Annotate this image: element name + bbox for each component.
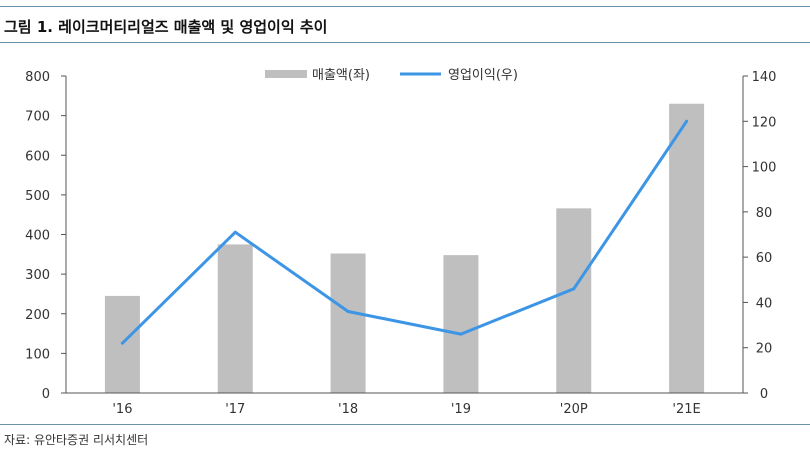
left-tick-label: 100 [25,347,50,362]
source-note: 자료: 유안타증권 리서치센터 [4,433,149,447]
bar-series [104,103,705,394]
x-tick-label: '16 [112,402,132,417]
x-axis: '16 '17 '18 '19 '20P '21E [66,392,743,417]
right-axis: 0 20 40 60 80 100 120 140 [742,70,777,402]
right-tick-label: 120 [752,115,777,130]
x-tick-label: '19 [451,402,471,417]
bar [443,255,479,393]
right-tick-label: 0 [760,387,768,402]
left-tick-label: 200 [25,308,50,323]
left-tick-label: 600 [25,149,50,164]
legend-bar-swatch [265,70,307,78]
legend: 매출액(좌) 영업이익(우) [265,68,518,83]
line-path [120,119,689,345]
line-point [685,119,689,123]
left-tick-label: 800 [25,70,50,85]
figure-title: 그림 1. 레이크머티리얼즈 매출액 및 영업이익 추이 [4,18,328,36]
left-tick-label: 0 [42,387,50,402]
left-tick-label: 500 [25,189,50,204]
legend-line-label: 영업이익(우) [448,68,518,83]
right-tick-label: 80 [756,206,773,221]
bar [330,253,366,393]
x-tick-label: '20P [560,402,588,417]
right-tick-label: 40 [756,296,773,311]
line-point [120,341,124,345]
legend-bar-label: 매출액(좌) [312,68,370,83]
line-point [346,309,350,313]
bar [556,208,592,393]
line-point [572,287,576,291]
x-tick-label: '18 [338,402,358,417]
line-point [459,332,463,336]
top-rule [0,6,810,7]
x-tick-label: '17 [225,402,245,417]
line-point [233,230,237,234]
right-tick-label: 100 [752,161,777,176]
left-tick-label: 400 [25,229,50,244]
chart: 0 100 200 300 400 500 600 700 800 0 20 40 60 80 100 12… [25,68,777,417]
x-tick-label: '21E [672,402,700,417]
right-tick-label: 20 [756,342,773,357]
bar [217,244,253,393]
left-tick-label: 700 [25,110,50,125]
title-rule [0,42,810,43]
right-tick-label: 60 [756,251,773,266]
right-tick-label: 140 [752,70,777,85]
line-series [120,119,689,345]
bottom-rule [0,424,810,425]
left-tick-label: 300 [25,268,50,283]
left-axis: 0 100 200 300 400 500 600 700 800 [25,70,67,402]
bar [669,103,705,394]
